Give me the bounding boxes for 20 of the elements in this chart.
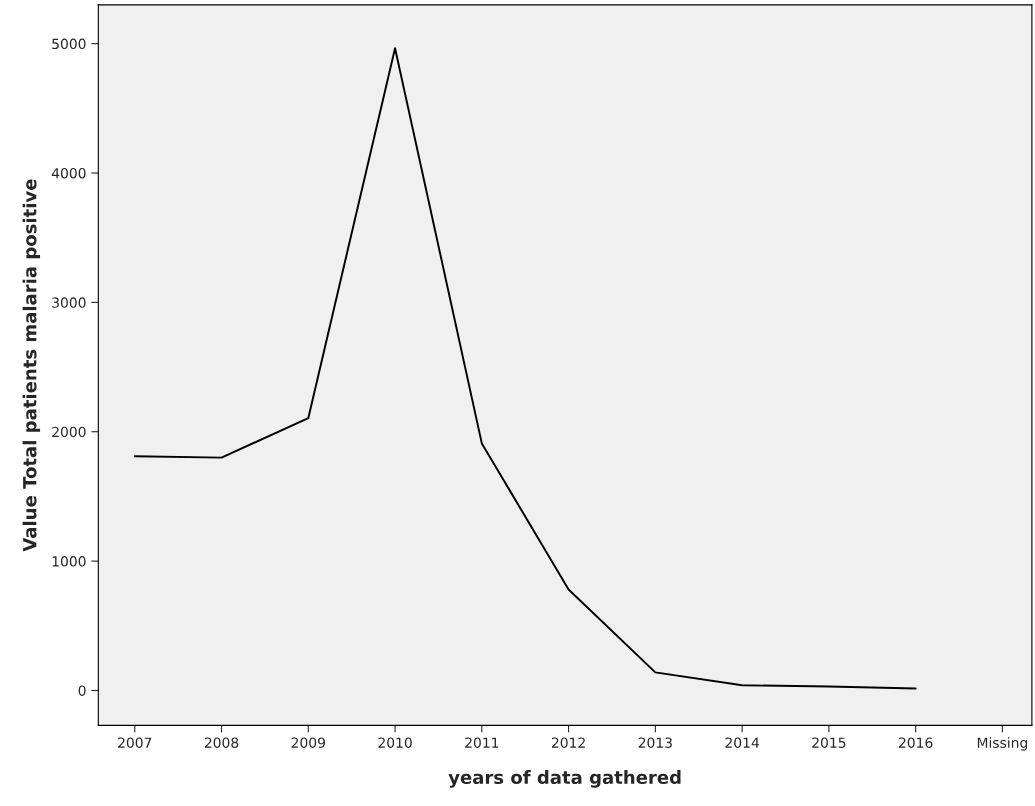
line-series	[133, 47, 917, 690]
y-tick-label: 2000	[52, 426, 86, 438]
y-tick-label: 4000	[51, 167, 86, 179]
x-tick-label: 2013	[638, 737, 672, 748]
y-tick-label: 1000	[52, 556, 86, 567]
y-axis-title: Value Total patients malaria positive	[22, 179, 41, 552]
x-tick-label: 2009	[291, 737, 325, 748]
x-tick-label: 2011	[465, 737, 499, 748]
y-tick-label: 5000	[52, 38, 86, 50]
x-axis-title: years of data gathered	[448, 770, 681, 788]
x-tick-label: 2007	[118, 737, 152, 748]
x-tick-label: 2016	[898, 737, 933, 748]
y-tick-label: 3000	[52, 297, 86, 308]
x-tick-label: 2012	[551, 737, 585, 748]
x-tick-label: 2010	[378, 737, 412, 748]
y-tick-label: 0	[78, 685, 86, 696]
x-tick-label: 2015	[812, 737, 846, 748]
x-tick-label: Missing	[977, 737, 1028, 751]
x-tick-label: 2008	[204, 737, 239, 748]
x-tick-label: 2014	[725, 737, 759, 748]
